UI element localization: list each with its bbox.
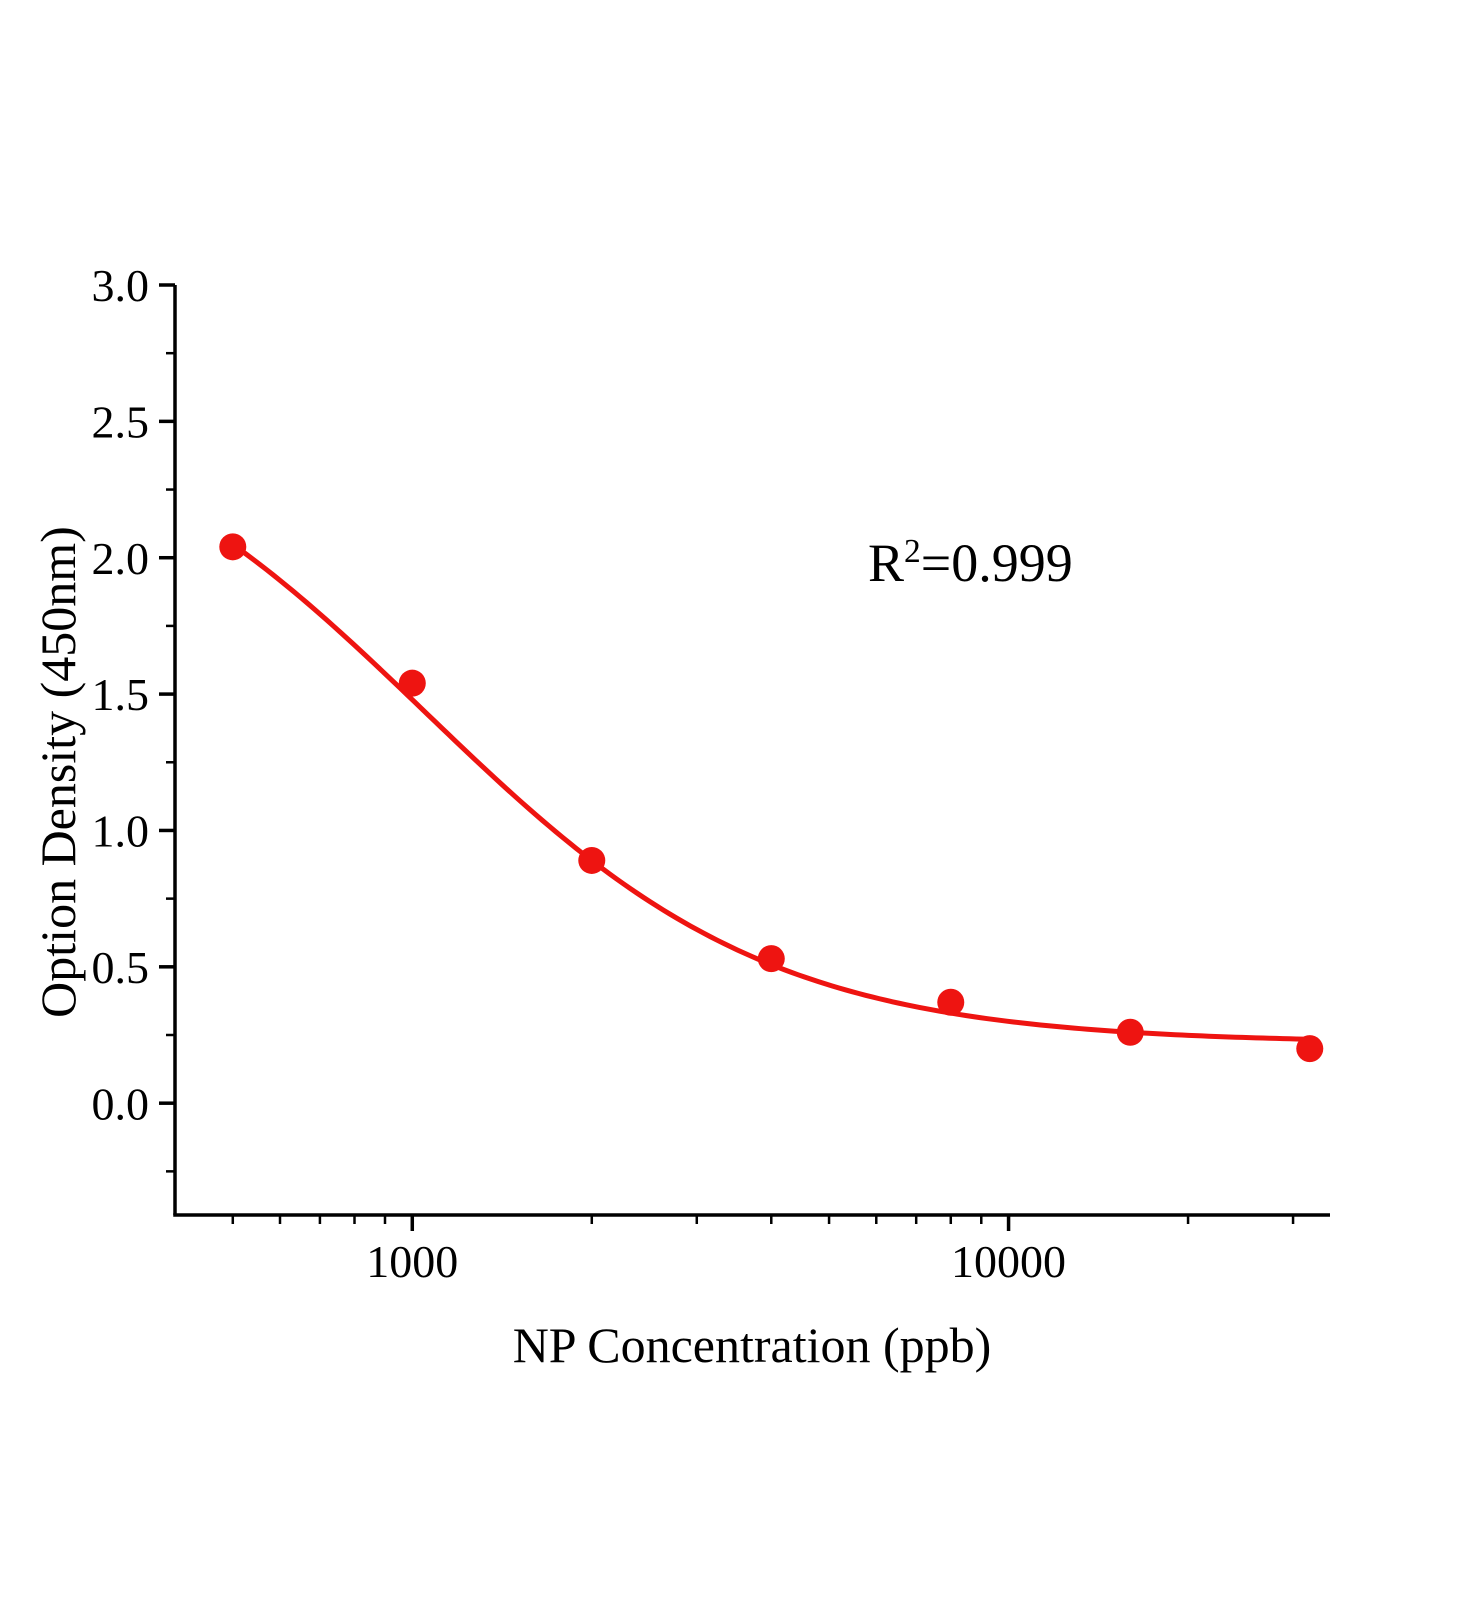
r-squared-rest: =0.999 [920,533,1073,593]
x-axis-title: NP Concentration (ppb) [512,1317,992,1373]
data-point [1116,1018,1144,1046]
r-squared-base: R [868,533,905,593]
y-tick-label: 2.5 [92,396,150,447]
y-tick-label: 2.0 [92,533,150,584]
data-point [578,846,606,874]
data-point [1296,1035,1324,1063]
x-tick-label: 1000 [366,1236,458,1287]
x-tick-label: 10000 [951,1236,1066,1287]
data-point [757,945,785,973]
data-point [937,988,965,1016]
r-squared-sup: 2 [904,533,921,570]
data-point [398,669,426,697]
r-squared-annotation: R2=0.999 [868,532,1073,594]
y-tick-label: 3.0 [92,260,150,311]
y-tick-label: 1.5 [92,669,150,720]
y-axis-title: Option Density (450nm) [30,526,86,1018]
data-point [219,533,247,561]
y-tick-label: 0.5 [92,942,150,993]
y-tick-label: 0.0 [92,1078,150,1129]
y-tick-label: 1.0 [92,806,150,857]
